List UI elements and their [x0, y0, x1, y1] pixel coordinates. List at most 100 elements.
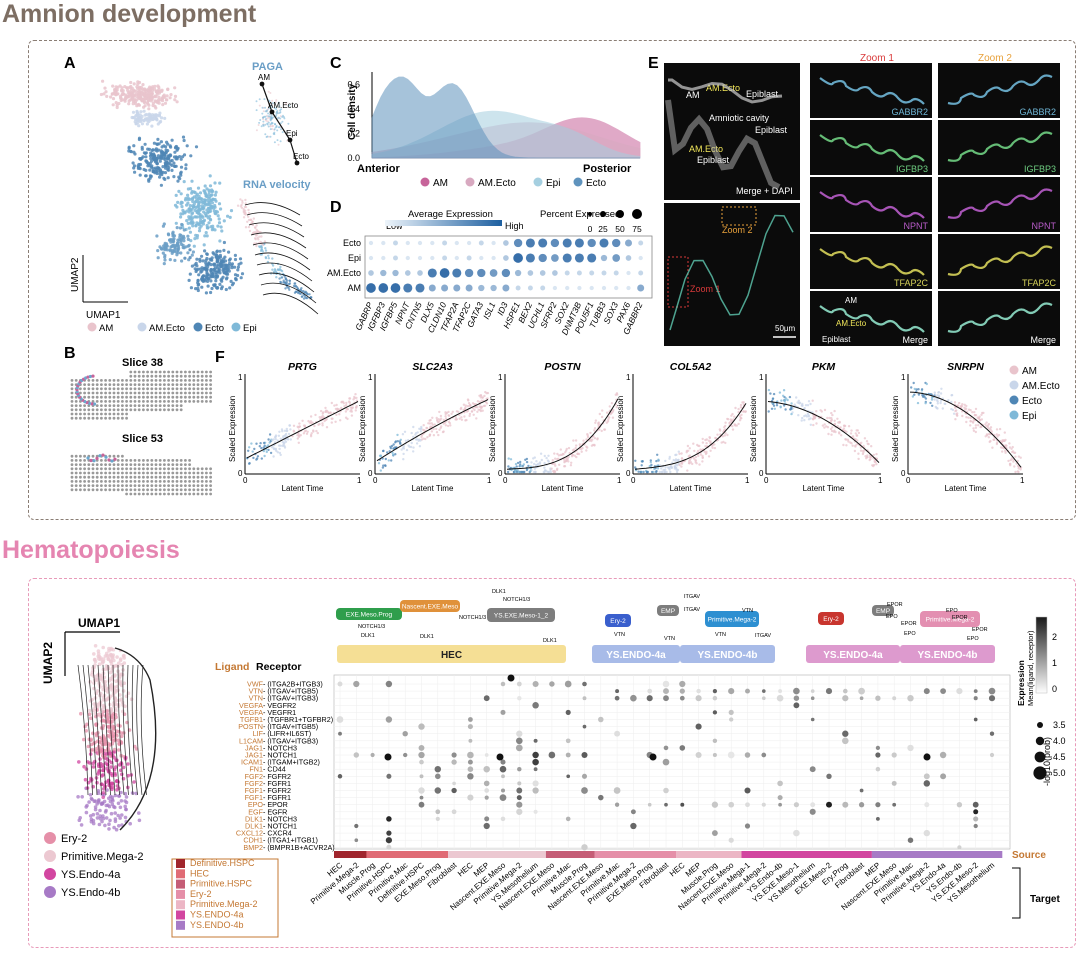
cell-band-label-3: YS.ENDO-4a: [823, 650, 883, 661]
slice-spot: [154, 404, 158, 407]
slice-spot: [116, 454, 120, 458]
slice-spot: [133, 484, 137, 487]
umap-point-mix: [190, 253, 194, 257]
slice-spot: [188, 480, 192, 483]
f-point: [516, 461, 520, 465]
source-bar-segment: [334, 851, 367, 858]
lr-dot: [467, 724, 473, 730]
f-point: [483, 404, 487, 407]
f-point: [265, 450, 268, 454]
zoom-signal: [819, 191, 925, 219]
f-point: [819, 409, 822, 412]
slice-spot: [163, 387, 166, 391]
slice-spot: [154, 488, 158, 492]
umap-point-am: [151, 101, 155, 105]
slice-spot: [192, 395, 196, 399]
slice-spot: [95, 400, 99, 403]
slice-spot: [95, 404, 99, 407]
lr-dot: [907, 837, 914, 843]
f-point: [860, 441, 863, 444]
hema-umap-point: [107, 649, 111, 653]
dotplot-dot: [381, 240, 386, 246]
umap-point-am: [173, 86, 177, 90]
slice-spot: [209, 492, 213, 496]
lr-dot: [565, 752, 571, 758]
legend-f-swatch-1: [1009, 380, 1019, 390]
slice-spot: [142, 471, 145, 475]
f-point: [1017, 465, 1020, 468]
slice-highlight: [88, 374, 92, 379]
umap-point-ecto: [150, 164, 154, 168]
velocity-point: [240, 203, 243, 207]
umap-point-epi: [209, 225, 213, 229]
lr-dot: [452, 781, 456, 786]
dotplot-dot: [501, 268, 511, 278]
lr-ligand-label: EPO: [248, 800, 264, 809]
hema-stream: [77, 664, 89, 796]
target-label: Target: [1030, 894, 1060, 905]
f-point: [978, 419, 982, 422]
f-point: [939, 399, 943, 402]
slice-spot: [87, 480, 91, 483]
slice-spot: [158, 370, 162, 374]
umap-point-mix: [180, 242, 184, 247]
umap-point-ecto: [225, 276, 229, 280]
lr-dot: [711, 830, 718, 837]
lr-dot: [793, 802, 800, 808]
slice-spot: [116, 459, 120, 462]
f-point: [468, 412, 472, 416]
slice-spot: [209, 383, 213, 386]
scale-bar-label: 50μm: [775, 324, 796, 333]
umap-point-ecto: [219, 260, 223, 264]
slice-spot: [137, 408, 141, 412]
dotplot-dot: [513, 238, 523, 248]
lr-dot: [891, 752, 897, 758]
f-point: [1014, 455, 1017, 458]
f-point: [586, 434, 589, 437]
molecule-label-16: EPOR: [901, 621, 917, 627]
f-ytick-1: 1: [901, 373, 906, 382]
hema-umap-point: [119, 697, 123, 701]
slice-spot: [133, 387, 137, 391]
slice-spot: [125, 459, 128, 462]
hema-umap-point: [76, 795, 80, 799]
hema-umap-point: [77, 760, 81, 764]
lr-dot: [499, 794, 507, 801]
slice-highlight: [107, 458, 111, 462]
slice-spot: [116, 379, 120, 382]
paga-point: [281, 116, 284, 118]
slice-spot: [142, 383, 145, 386]
slice-spot: [175, 467, 179, 471]
slice-spot: [79, 484, 82, 487]
f-point: [803, 414, 806, 418]
section-title-hematopoiesis: Hematopoiesis: [2, 536, 180, 564]
hema-umap-point: [98, 764, 103, 769]
f-point: [470, 410, 474, 413]
slice-spot: [129, 492, 133, 496]
hema-umap-point: [102, 799, 107, 804]
umap-point-ecto: [127, 145, 131, 149]
slice-spot: [70, 475, 74, 479]
umap-point-ecto: [167, 154, 171, 158]
f-point: [730, 414, 733, 417]
f-point: [853, 449, 857, 453]
slice-spot: [175, 391, 179, 395]
lr-dot: [745, 688, 750, 694]
f-point: [989, 439, 992, 443]
slice-spot: [150, 492, 154, 496]
umap-point-epi: [180, 201, 184, 205]
zoom-tile: [938, 234, 1060, 289]
slice-spot: [87, 379, 91, 382]
umap-point-epi: [189, 239, 193, 243]
slice-spot: [146, 370, 150, 374]
cartoon-cell-4: [657, 605, 679, 616]
paga-point: [269, 135, 272, 138]
slice-spot: [121, 488, 124, 492]
f-point: [439, 417, 443, 420]
hema-umap-point: [115, 729, 119, 733]
hema-umap-point: [102, 705, 107, 709]
slice-spot: [129, 471, 133, 475]
slice-spot: [192, 379, 196, 382]
f-point: [688, 454, 691, 457]
hema-umap-point: [93, 807, 98, 812]
